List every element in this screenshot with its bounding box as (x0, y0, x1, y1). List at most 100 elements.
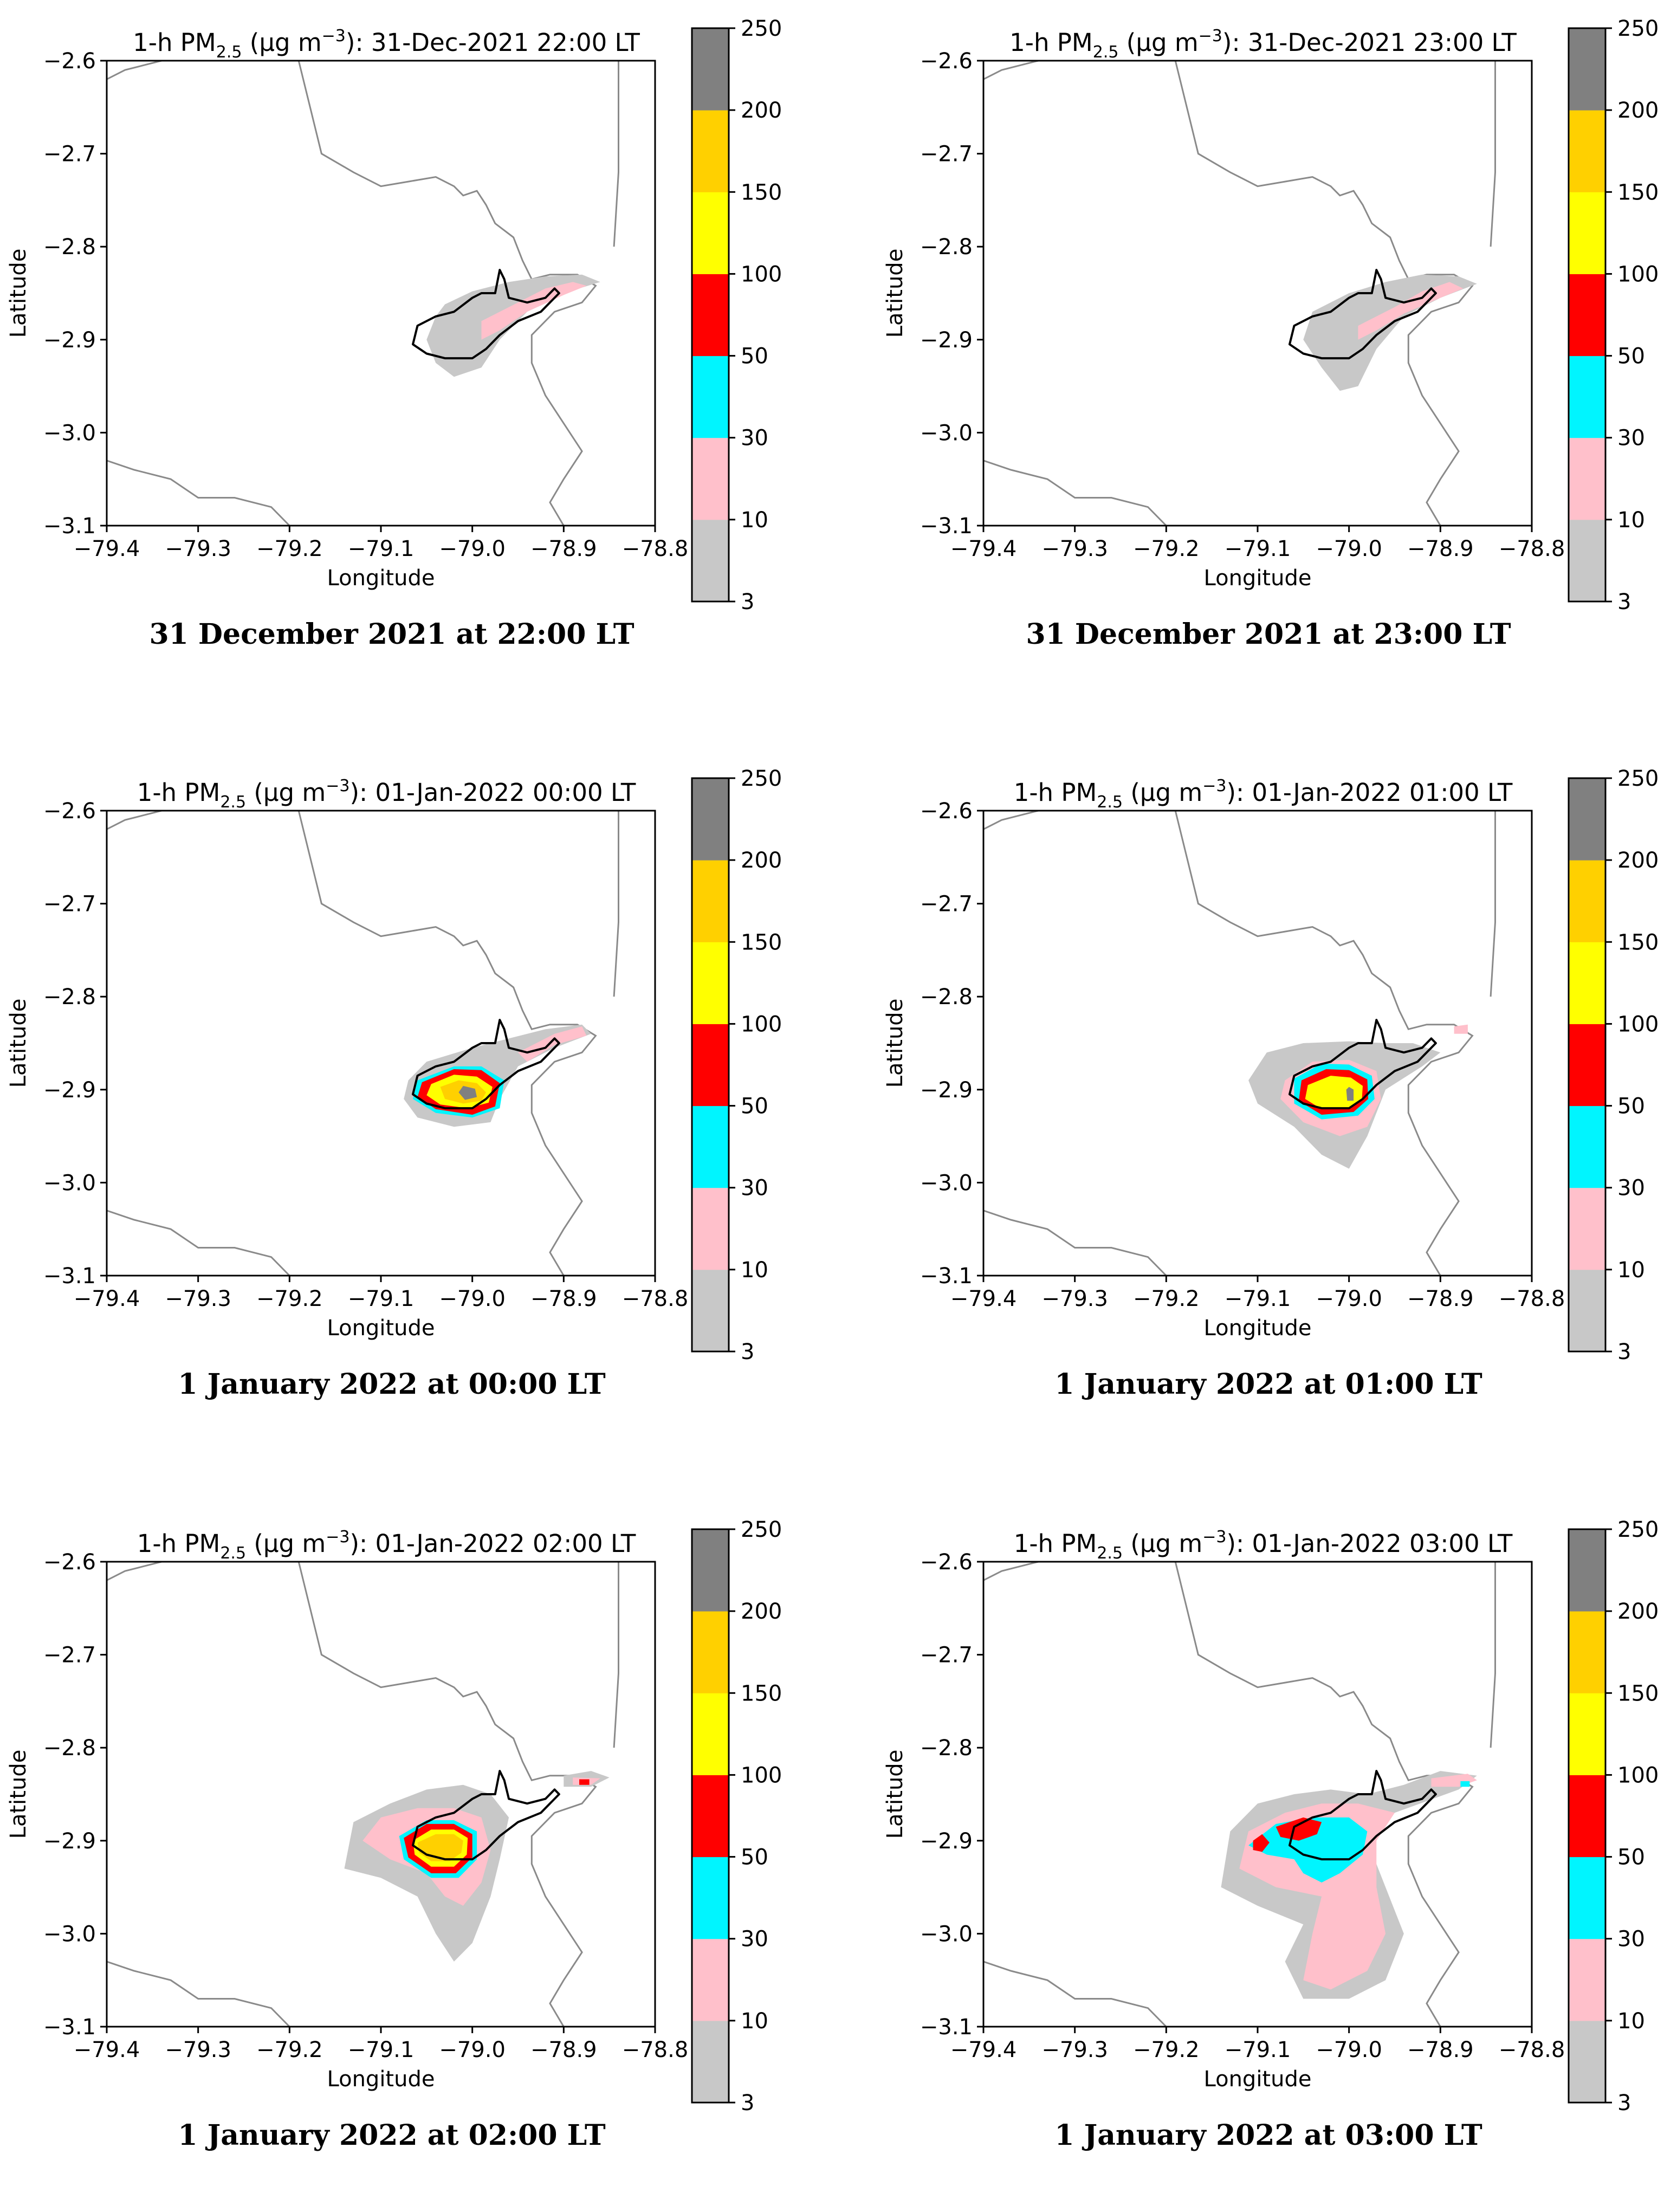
y-tick-label: −2.8 (920, 985, 973, 1010)
y-tick-label: −2.6 (43, 1550, 96, 1575)
y-tick-label: −2.7 (43, 142, 96, 167)
x-tick-label: −79.2 (1133, 1286, 1200, 1311)
colorbar: 3 10 30 50 100 150 200 250 (691, 16, 782, 615)
y-tick-label: −3.0 (43, 1922, 96, 1946)
colorbar-segment (692, 860, 729, 942)
x-tick-label: −78.9 (530, 2038, 597, 2062)
colorbar-segment (1569, 2020, 1605, 2103)
x-tick-label: −79.0 (1316, 1286, 1382, 1311)
colorbar-tick-label: 50 (1617, 1094, 1645, 1119)
colorbar-tick-label: 100 (741, 1012, 782, 1037)
y-tick-label: −3.0 (920, 1170, 973, 1195)
y-tick-label: −2.8 (920, 235, 973, 260)
y-tick-label: −3.0 (920, 421, 973, 445)
x-tick-label: −79.3 (1041, 1286, 1108, 1311)
colorbar-segment (1569, 28, 1605, 111)
y-tick-label: −2.7 (920, 1643, 973, 1668)
colorbar-tick-label: 3 (1617, 1340, 1631, 1364)
city-boundary (1288, 269, 1437, 360)
x-tick-label: −78.9 (530, 1286, 597, 1311)
plot-background (983, 1562, 1532, 2027)
colorbar-tick-label: 250 (1617, 766, 1659, 791)
x-tick-label: −79.0 (439, 536, 506, 561)
x-tick-label: −78.8 (622, 1286, 689, 1311)
pm25-contour-level-1 (1454, 1024, 1468, 1034)
plot-background (983, 811, 1532, 1276)
colorbar-segment (692, 2020, 729, 2103)
colorbar-tick-label: 30 (741, 1176, 768, 1201)
y-tick-label: −2.9 (43, 1078, 96, 1103)
pm25-contour-level-2 (1248, 1817, 1368, 1883)
y-tick-label: −3.0 (920, 1922, 973, 1946)
province-border (297, 1562, 597, 2027)
city-boundary (412, 1019, 560, 1110)
x-tick-label: −79.1 (348, 2038, 415, 2062)
y-tick-label: −3.1 (920, 1264, 973, 1289)
x-tick-label: −79.4 (950, 536, 1017, 561)
y-tick-label: −2.6 (43, 799, 96, 824)
x-tick-label: −78.8 (1499, 536, 1565, 561)
x-tick-label: −79.3 (165, 1286, 231, 1311)
y-axis-label: Latitude (6, 249, 31, 338)
colorbar-segment (692, 942, 729, 1024)
colorbar-tick-label: 10 (1617, 2009, 1645, 2034)
colorbar-segment (1569, 1105, 1605, 1188)
colorbar-tick-label: 150 (741, 1681, 782, 1706)
province-border (983, 1562, 1039, 1581)
city-boundary (412, 1770, 560, 1861)
pm25-contour-level-1 (518, 1026, 587, 1062)
x-tick-label: −79.1 (348, 1286, 415, 1311)
y-tick-label: −2.7 (920, 142, 973, 167)
colorbar-segment (1569, 274, 1605, 357)
colorbar-tick-label: 100 (741, 1763, 782, 1788)
colorbar-tick-label: 30 (1617, 1176, 1645, 1201)
y-tick-label: −3.1 (920, 2015, 973, 2040)
y-tick-label: −2.6 (43, 49, 96, 74)
colorbar-tick-label: 10 (1617, 508, 1645, 533)
plot-area (107, 811, 655, 1276)
pm25-contour-level-1 (1358, 282, 1464, 340)
x-tick-label: −79.2 (256, 1286, 323, 1311)
colorbar: 3 10 30 50 100 150 200 250 (1568, 766, 1659, 1364)
province-border (983, 460, 1167, 526)
colorbar-tick-label: 150 (1617, 1681, 1659, 1706)
pm25-contour-level-6 (458, 1085, 477, 1100)
colorbar-segment (692, 274, 729, 357)
province-border (1490, 1562, 1496, 1748)
y-tick-label: −3.1 (43, 2015, 96, 2040)
x-tick-label: −79.4 (74, 2038, 140, 2062)
y-tick-label: −2.6 (920, 1550, 973, 1575)
colorbar-segment (1569, 1938, 1605, 2021)
y-axis-label: Latitude (883, 1750, 908, 1839)
colorbar-segment (692, 1938, 729, 2021)
province-border (1174, 1562, 1474, 2027)
x-tick-label: −79.3 (165, 2038, 231, 2062)
x-tick-label: −78.9 (530, 536, 597, 561)
colorbar-frame (691, 777, 730, 1353)
colorbar-tick-label: 3 (741, 1340, 754, 1364)
x-tick-label: −79.2 (256, 536, 323, 561)
x-tick-label: −79.2 (1133, 536, 1200, 561)
colorbar-tick-label: 100 (1617, 262, 1659, 287)
x-tick-label: −79.4 (950, 2038, 1017, 2062)
colorbar-tick-label: 200 (1617, 98, 1659, 123)
colorbar-segment (1569, 519, 1605, 602)
colorbar-segment (1569, 860, 1605, 942)
panel-caption: 1 January 2022 at 03:00 LT (1054, 2119, 1482, 2152)
x-tick-label: −79.1 (1225, 2038, 1291, 2062)
colorbar-tick-label: 50 (741, 1845, 768, 1870)
plot-area (983, 1562, 1532, 2027)
colorbar: 3 10 30 50 100 150 200 250 (1568, 16, 1659, 615)
y-tick-label: −2.6 (920, 49, 973, 74)
province-border (983, 1210, 1167, 1276)
colorbar-segment (692, 110, 729, 192)
colorbar-tick-label: 30 (1617, 1927, 1645, 1952)
x-tick-label: −78.8 (622, 2038, 689, 2062)
x-axis-label: Longitude (1204, 566, 1312, 591)
province-border (613, 1562, 619, 1748)
colorbar-tick-label: 50 (741, 1094, 768, 1119)
province-border (1174, 811, 1474, 1276)
colorbar-tick-label: 100 (1617, 1763, 1659, 1788)
x-tick-label: −79.0 (439, 2038, 506, 2062)
province-border (1490, 811, 1496, 997)
